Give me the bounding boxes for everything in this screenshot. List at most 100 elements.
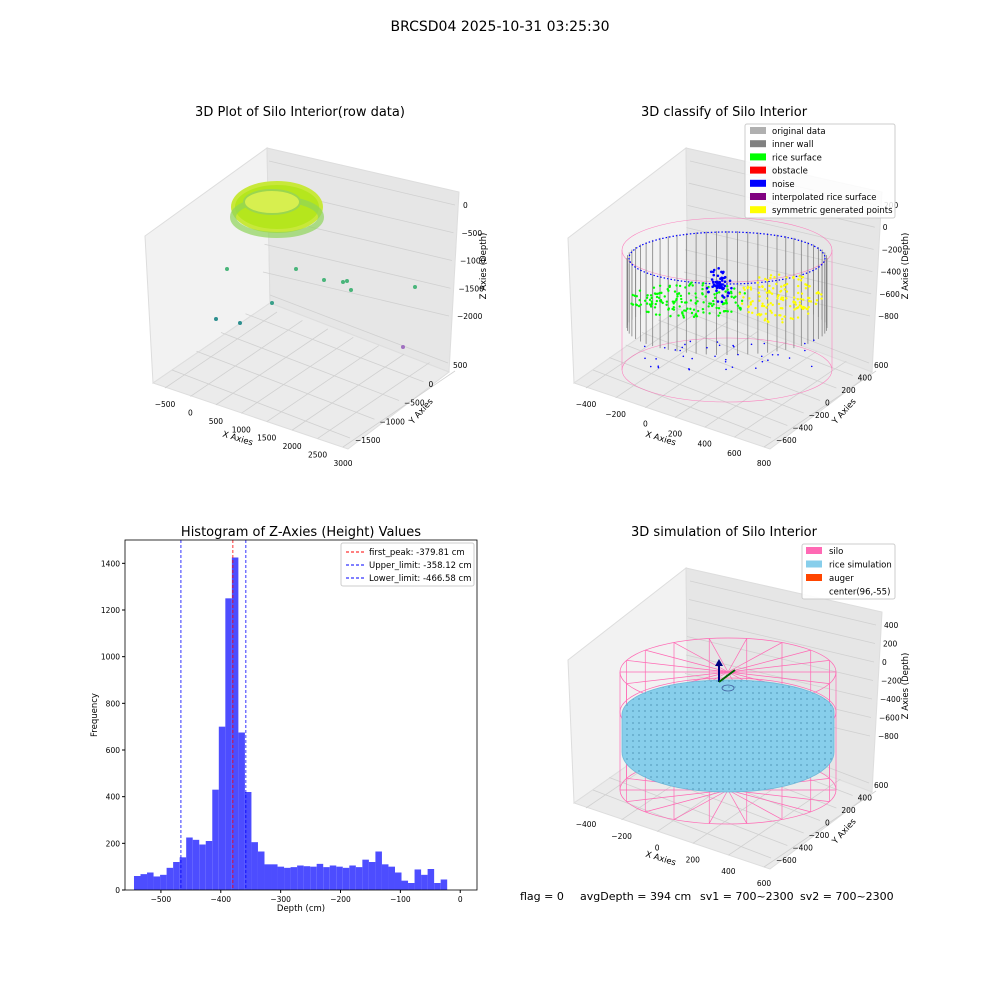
cls-rice-surface-point xyxy=(712,299,715,303)
cls-symmetric-point xyxy=(742,286,745,290)
cls-symmetric-point xyxy=(747,305,750,309)
cls-x-tick-label: 800 xyxy=(757,459,772,468)
histogram-bar xyxy=(303,866,311,890)
cls-symmetric-point xyxy=(807,312,810,315)
cls-symmetric-point xyxy=(751,311,754,315)
cls-noise-point xyxy=(657,365,660,368)
cls-legend-swatch xyxy=(750,127,766,134)
cls-rice-surface-point xyxy=(649,294,653,297)
histogram-bar xyxy=(147,872,154,890)
cls-noise-point xyxy=(730,286,733,290)
cls-symmetric-point xyxy=(802,298,805,301)
cls-z-tick-label: −400 xyxy=(880,268,901,277)
cls-symmetric-point xyxy=(797,291,800,295)
histogram-bar xyxy=(355,867,363,890)
sim-x-tick-label: 400 xyxy=(721,867,736,876)
cls-rice-surface-point xyxy=(694,296,698,299)
raw-z-tick-label: −1500 xyxy=(459,284,485,293)
raw-tick-labels: −500 0 500 1000 1500 2000 2500 3000 500 0 −500 −100… xyxy=(155,201,486,468)
cls-symmetric-point xyxy=(774,314,777,317)
cls-symmetric-point xyxy=(781,296,785,299)
cls-symmetric-point xyxy=(800,292,804,295)
raw-outlier-point xyxy=(345,279,349,283)
raw-outlier-points xyxy=(214,267,417,349)
cls-noise-point xyxy=(726,294,729,298)
cls-rice-surface-point xyxy=(730,295,733,298)
cls-symmetric-point xyxy=(796,298,800,301)
cls-rice-surface-point xyxy=(701,284,704,287)
cls-legend-label: noise xyxy=(772,180,795,190)
auger-base xyxy=(721,684,735,692)
sim-x-tick-label: 600 xyxy=(757,879,772,888)
cls-rice-surface-point xyxy=(715,306,718,310)
sim-z-tick-label: −200 xyxy=(881,677,902,686)
histogram-bar xyxy=(277,866,285,890)
sim-x-tick-label: 200 xyxy=(686,855,701,864)
cls-symmetric-point xyxy=(807,299,811,303)
raw-z-tick-label: −500 xyxy=(462,229,483,238)
raw-outlier-point xyxy=(270,301,274,305)
raw-zgrid-line xyxy=(268,160,456,206)
cls-rice-surface-point xyxy=(689,299,693,302)
cls-symmetric-point xyxy=(796,284,800,288)
cls-ygrid-line xyxy=(658,319,837,389)
cls-noise-point xyxy=(755,367,757,369)
cls-y-tick-label: 0 xyxy=(825,399,830,408)
cls-symmetric-point xyxy=(807,305,810,309)
histogram-bar xyxy=(173,862,180,890)
cls-rice-surface-point xyxy=(708,302,711,305)
cls-rice-surface-point xyxy=(682,309,686,312)
cls-symmetric-point xyxy=(804,287,808,290)
cls-ygrid-line xyxy=(592,369,772,439)
cls-rice-surface-point xyxy=(633,294,636,297)
cls-noise-point xyxy=(724,358,727,361)
raw-x-tick-label: 3000 xyxy=(333,459,352,468)
cls-symmetric-point xyxy=(764,277,767,281)
cls-legend-swatch xyxy=(750,206,766,214)
cls-rice-surface-point xyxy=(725,285,729,288)
histogram-y-tick-label: 200 xyxy=(106,839,121,848)
cls-rice-surface-point xyxy=(673,290,677,293)
sim-zgrid-line xyxy=(689,580,877,626)
cls-rice-surface-point xyxy=(726,288,729,291)
raw-zgrid-line xyxy=(264,243,451,289)
cls-noise-point xyxy=(731,366,734,368)
simulation-tick-labels: −400−20002004006006004002000−200−400−600… xyxy=(576,621,902,888)
cls-noise-point xyxy=(682,355,685,358)
cls-rice-surface-point xyxy=(684,286,687,289)
cls-rice-surface-point xyxy=(638,289,642,292)
histogram-bar xyxy=(133,876,141,890)
cls-noise-point xyxy=(691,357,693,360)
sim-legend-label: center(96,-55) xyxy=(829,588,890,598)
cls-rice-surface-point xyxy=(681,312,684,315)
raw-outlier-point xyxy=(322,278,326,282)
cls-noise-point xyxy=(711,280,715,284)
cls-legend-label: symmetric generated points xyxy=(772,206,893,216)
cls-rice-surface-point xyxy=(665,303,668,306)
cls-y-tick-label: −600 xyxy=(776,436,797,445)
cls-symmetric-point xyxy=(777,273,781,276)
cls-symmetric-point xyxy=(763,288,767,291)
cls-symmetric-point xyxy=(780,289,783,293)
cls-ygrid-line xyxy=(690,294,870,364)
cls-rice-surface-point xyxy=(647,310,650,314)
sim-y-tick-label: −600 xyxy=(776,856,797,865)
raw-outlier-point xyxy=(225,267,229,271)
cls-ygrid-line xyxy=(674,307,853,376)
cls-noise-point xyxy=(721,294,724,297)
cls-symmetric-point xyxy=(749,301,752,304)
cls-symmetric-point xyxy=(779,306,783,310)
cls-symmetric-point xyxy=(764,312,768,315)
histogram-ylabel: Frequency xyxy=(90,693,100,737)
histogram-axes-frame xyxy=(124,539,478,891)
cls-rice-surface-point xyxy=(717,291,721,294)
histogram-bar xyxy=(323,867,330,890)
cls-symmetric-point xyxy=(757,312,761,316)
histogram-bar xyxy=(290,867,298,890)
panel-simulation-3d: 3D simulation of Silo Interior −400 −200 0… xyxy=(567,525,911,888)
simulation-title: 3D simulation of Silo Interior xyxy=(631,525,818,540)
histogram-bar xyxy=(310,866,317,890)
cls-symmetric-point xyxy=(763,319,766,322)
cls-rice-surface-point xyxy=(654,302,657,306)
raw-xgrid-line xyxy=(317,362,430,439)
